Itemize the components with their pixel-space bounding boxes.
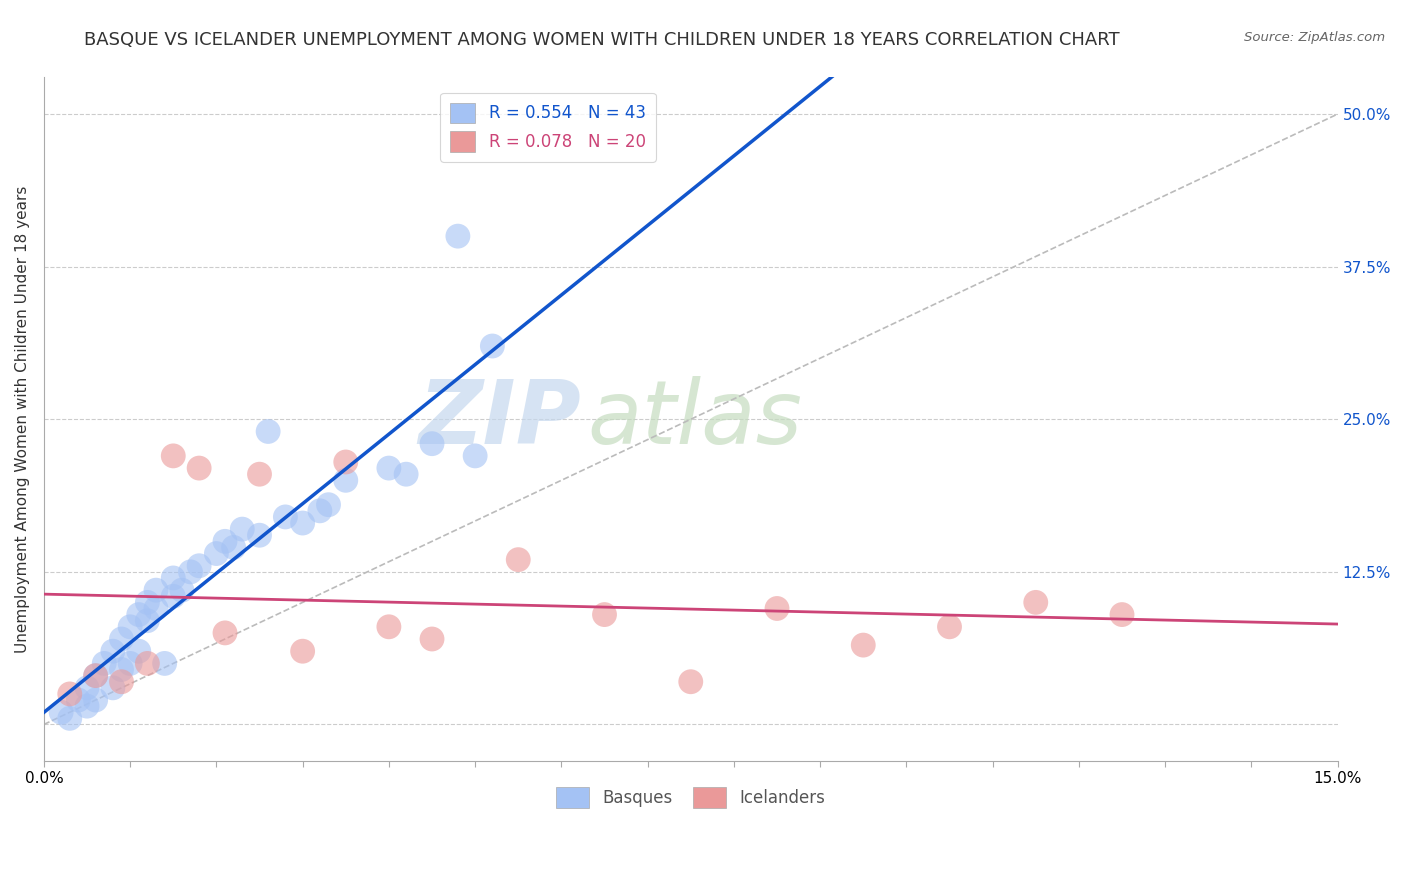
Point [309, 504, 332, 518]
Point [378, 620, 401, 634]
Point [101, 681, 124, 695]
Point [1025, 595, 1047, 609]
Text: ZIP: ZIP [418, 376, 581, 463]
Legend: Basques, Icelanders: Basques, Icelanders [550, 780, 832, 814]
Point [188, 558, 211, 573]
Point [593, 607, 616, 622]
Point [852, 638, 875, 652]
Point [162, 571, 184, 585]
Point [76, 681, 98, 695]
Point [170, 583, 193, 598]
Point [420, 436, 443, 450]
Point [84, 668, 107, 682]
Point [231, 522, 253, 536]
Text: atlas: atlas [588, 376, 803, 462]
Point [395, 467, 418, 482]
Point [249, 467, 271, 482]
Point [679, 674, 702, 689]
Point [205, 547, 228, 561]
Point [766, 601, 789, 615]
Point [318, 498, 340, 512]
Point [84, 668, 107, 682]
Point [257, 425, 280, 439]
Point [67, 693, 90, 707]
Point [335, 455, 357, 469]
Point [120, 657, 142, 671]
Point [110, 663, 132, 677]
Point [101, 644, 124, 658]
Point [188, 461, 211, 475]
Point [136, 614, 159, 628]
Y-axis label: Unemployment Among Women with Children Under 18 years: Unemployment Among Women with Children U… [15, 186, 30, 653]
Point [153, 657, 176, 671]
Point [378, 461, 401, 475]
Point [84, 693, 107, 707]
Point [93, 657, 115, 671]
Point [59, 687, 82, 701]
Point [136, 595, 159, 609]
Point [145, 601, 167, 615]
Point [249, 528, 271, 542]
Point [162, 449, 184, 463]
Point [59, 711, 82, 725]
Point [1111, 607, 1133, 622]
Point [145, 583, 167, 598]
Point [162, 589, 184, 603]
Text: Source: ZipAtlas.com: Source: ZipAtlas.com [1244, 31, 1385, 45]
Point [222, 541, 245, 555]
Point [49, 705, 72, 719]
Point [76, 699, 98, 714]
Point [214, 626, 236, 640]
Point [481, 339, 503, 353]
Point [291, 644, 314, 658]
Point [508, 552, 530, 566]
Point [136, 657, 159, 671]
Point [128, 644, 150, 658]
Point [335, 473, 357, 487]
Point [128, 607, 150, 622]
Point [120, 620, 142, 634]
Point [274, 510, 297, 524]
Point [214, 534, 236, 549]
Point [110, 632, 132, 646]
Point [420, 632, 443, 646]
Point [180, 565, 202, 579]
Point [291, 516, 314, 530]
Point [938, 620, 960, 634]
Point [447, 229, 470, 244]
Point [464, 449, 486, 463]
Text: BASQUE VS ICELANDER UNEMPLOYMENT AMONG WOMEN WITH CHILDREN UNDER 18 YEARS CORREL: BASQUE VS ICELANDER UNEMPLOYMENT AMONG W… [84, 31, 1121, 49]
Point [110, 674, 132, 689]
